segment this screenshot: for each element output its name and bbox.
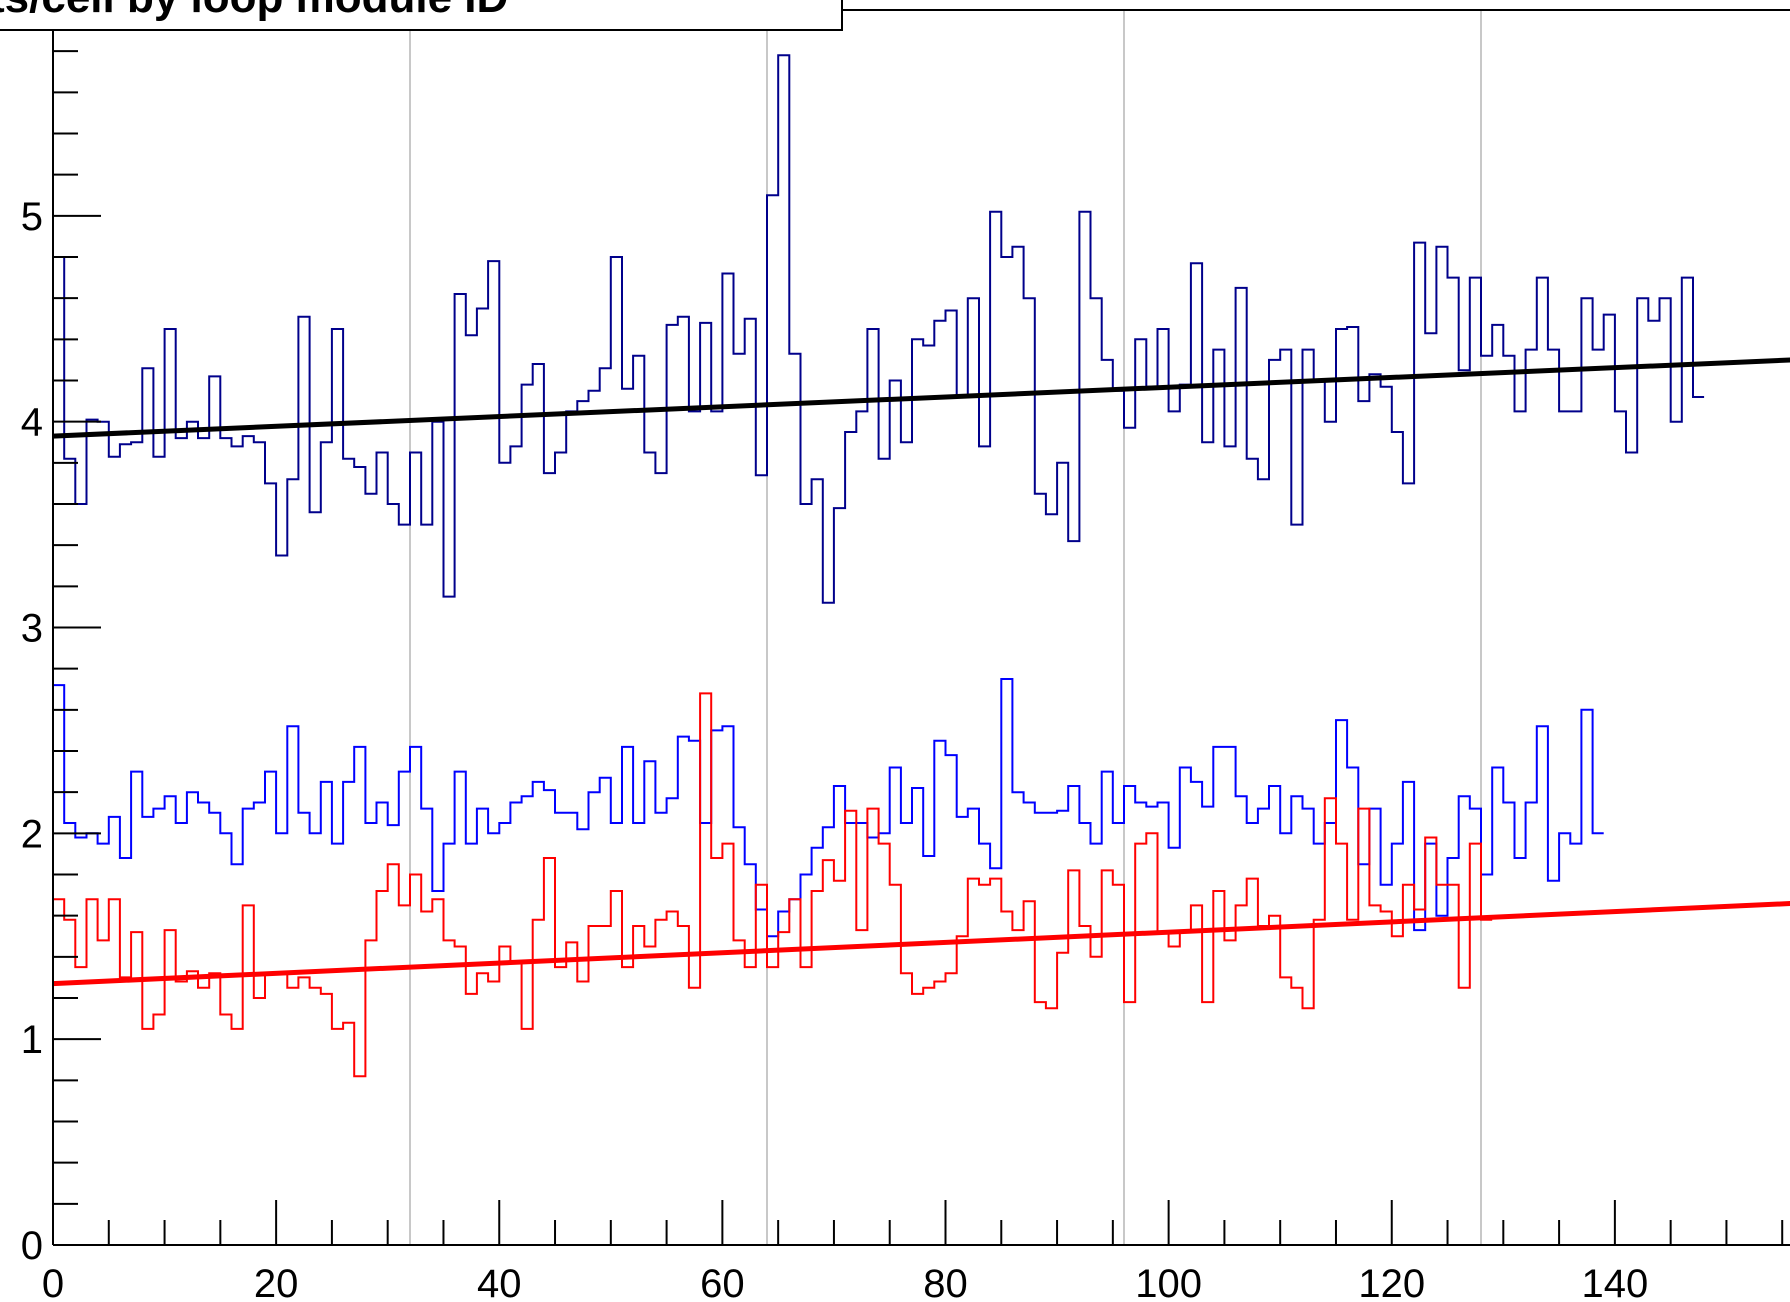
histogram-series-1 [53,54,1705,604]
y-tick-label: 3 [21,607,43,651]
x-tick-label: 20 [254,1262,299,1302]
y-tick-label: 5 [21,195,43,239]
x-tick-label: 80 [923,1262,968,1302]
chart-title-box: ts/cell by loop module ID [0,0,843,31]
histogram-series-2 [53,678,1604,938]
histogram-series-3 [53,692,1493,1078]
y-tick-label: 0 [21,1224,43,1268]
x-tick-label: 140 [1582,1262,1649,1302]
y-tick-label: 2 [21,812,43,856]
x-tick-label: 100 [1135,1262,1202,1302]
x-tick-label: 60 [700,1262,745,1302]
x-tick-label: 120 [1358,1262,1425,1302]
series-layer [52,54,1790,1078]
x-tick-label: 0 [42,1262,64,1302]
chart-title: ts/cell by loop module ID [0,0,508,22]
y-tick-label: 4 [21,401,43,445]
axes: 0 1 2 3 4 5 0 20 40 60 80 100 120 140 [21,0,1790,1302]
fit-line-5 [52,901,1790,987]
vertical-guide-lines [409,10,1482,1245]
fit-line-4 [52,357,1790,439]
x-tick-label: 40 [477,1262,522,1302]
y-tick-label: 1 [21,1018,43,1062]
